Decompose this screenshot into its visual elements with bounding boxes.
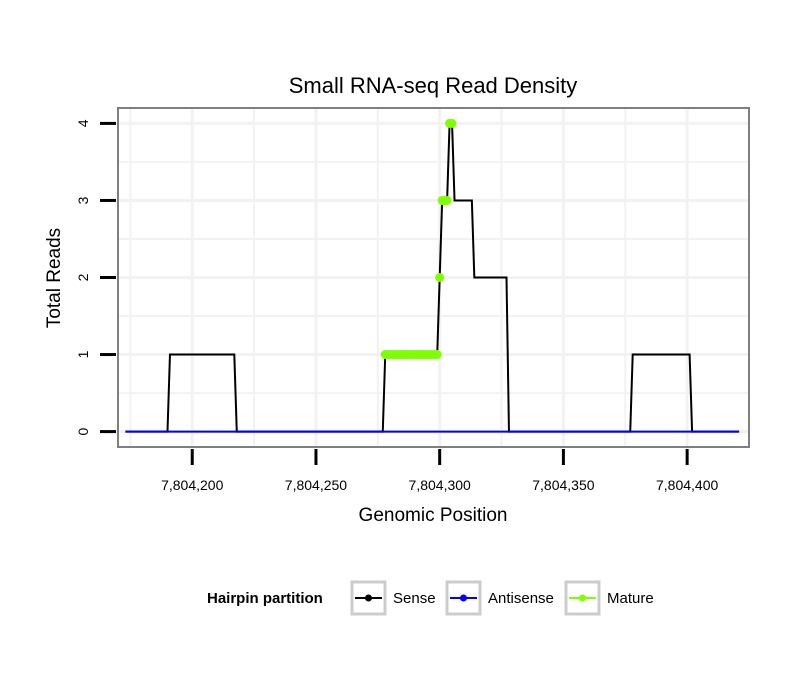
- legend-title: Hairpin partition: [207, 590, 323, 607]
- x-tick-label: 7,804,400: [656, 477, 718, 493]
- axes: 7,804,200 7,804,250 7,804,300 7,804,350 7,80…: [75, 119, 718, 493]
- legend: Hairpin partition Sense Antisense Mature: [207, 580, 654, 616]
- y-tick-label: 3: [75, 196, 91, 204]
- legend-label-antisense: Antisense: [488, 590, 554, 607]
- legend-dot-sense: [365, 594, 372, 602]
- y-tick-label: 0: [75, 427, 91, 435]
- legend-label-mature: Mature: [607, 590, 654, 607]
- x-tick-label: 7,804,350: [532, 477, 594, 493]
- mature-point: [432, 350, 442, 360]
- grid: [118, 108, 750, 447]
- legend-dot-antisense: [460, 594, 467, 602]
- mature-point: [435, 273, 445, 282]
- x-tick-label: 7,804,250: [285, 477, 347, 493]
- y-tick-label: 2: [75, 273, 91, 281]
- x-axis-title: Genomic Position: [359, 505, 508, 526]
- legend-dot-mature: [579, 594, 586, 602]
- x-tick-label: 7,804,200: [161, 477, 223, 493]
- series-layer: [125, 118, 740, 433]
- panel-border: [117, 107, 750, 448]
- legend-label-sense: Sense: [393, 590, 436, 607]
- y-axis-title: Total Reads: [44, 228, 65, 328]
- chart-title: Small RNA-seq Read Density: [289, 73, 578, 98]
- mature-point: [442, 195, 452, 205]
- y-tick-label: 1: [75, 350, 91, 358]
- mature-point: [447, 118, 457, 128]
- y-tick-label: 4: [75, 119, 91, 127]
- x-tick-label: 7,804,300: [409, 477, 471, 493]
